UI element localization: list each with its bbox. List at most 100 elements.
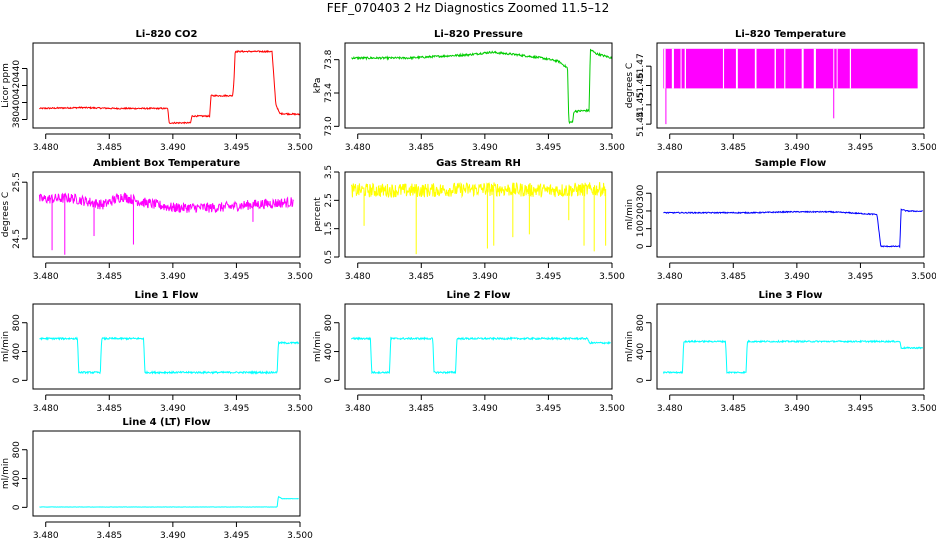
x-tick-label: 3.490 <box>160 143 186 153</box>
plot-frame <box>32 171 301 258</box>
plot-frame <box>656 303 925 390</box>
series-line-4-lt-flow <box>39 495 299 508</box>
y-axis-label: ml/min <box>1 331 11 362</box>
plot-frame <box>32 430 301 517</box>
panel-li820-pressure: Li–820 Pressure 3.480 3.485 3.490 3.495 3.500… <box>313 29 625 153</box>
y-tick-label: 200 <box>636 202 646 219</box>
series-line <box>39 336 300 375</box>
page-title: FEF_070403 2 Hz Diagnostics Zoomed 11.5–… <box>326 1 610 15</box>
panel-title: Line 3 Flow <box>759 290 823 301</box>
y-tick-label: 400 <box>324 343 334 360</box>
temperature-gap <box>784 48 786 89</box>
y-tick-label: 400 <box>12 470 22 487</box>
x-tick-label: 3.485 <box>720 143 746 153</box>
y-tick-label: 380 <box>12 111 22 128</box>
y-tick-label: 51.47 <box>636 53 646 79</box>
temperature-gap <box>735 48 738 89</box>
series-li820-pressure <box>351 48 612 125</box>
temperature-gap <box>684 48 686 89</box>
y-tick-label: 51.44 <box>636 111 646 137</box>
x-tick-label: 3.480 <box>33 531 59 540</box>
x-tick-label: 3.485 <box>96 143 122 153</box>
panel-sample-flow: Sample Flow 3.480 3.485 3.490 3.495 3.500 0 100… <box>625 158 936 282</box>
panel-title: Sample Flow <box>755 158 827 169</box>
x-tick-label: 3.500 <box>911 404 936 414</box>
x-tick-label: 3.480 <box>345 272 371 282</box>
temperature-band <box>663 48 918 89</box>
plot-frame <box>344 42 613 129</box>
y-tick-label: 0 <box>636 377 646 383</box>
y-axis-label: degrees C <box>625 63 635 108</box>
plot-frame <box>344 303 613 390</box>
x-tick-label: 3.500 <box>287 272 313 282</box>
series-line <box>39 49 300 125</box>
y-tick-label: 100 <box>636 220 646 237</box>
x-tick-label: 3.500 <box>911 272 936 282</box>
y-tick-label: 440 <box>12 60 22 77</box>
y-tick-label: 2.5 <box>324 193 334 207</box>
y-axis-label: ml/min <box>625 331 635 362</box>
x-tick-label: 3.495 <box>536 143 562 153</box>
panel-line-1-flow: Line 1 Flow 3.480 3.485 3.490 3.495 3.500 0 400… <box>1 290 313 414</box>
x-tick-label: 3.490 <box>784 143 810 153</box>
y-axis-label: degrees C <box>1 192 11 237</box>
x-tick-label: 3.490 <box>160 272 186 282</box>
plot-frame <box>656 171 925 258</box>
x-tick-label: 3.490 <box>160 531 186 540</box>
panel-title: Li–820 CO2 <box>136 29 198 40</box>
temperature-gap <box>754 48 757 89</box>
panel-li820-temperature: Li–820 Temperature 3.480 3.485 3.490 3.495 3.… <box>625 29 936 153</box>
y-tick-label: 400 <box>636 343 646 360</box>
x-tick-label: 3.500 <box>599 404 625 414</box>
x-tick-label: 3.485 <box>408 404 434 414</box>
series-line <box>39 495 299 508</box>
panel-title: Line 4 (LT) Flow <box>122 417 210 428</box>
y-tick-label: 51.45 <box>636 92 646 118</box>
y-axis-label: ml/min <box>1 458 11 489</box>
panel-title: Line 1 Flow <box>135 290 199 301</box>
x-tick-label: 3.480 <box>345 143 371 153</box>
panel-gas-stream-rh: Gas Stream RH 3.480 3.485 3.490 3.495 3.500 0.… <box>313 158 625 282</box>
plot-frame <box>32 303 301 390</box>
temperature-gap <box>833 48 835 89</box>
y-tick-label: 0 <box>12 377 22 383</box>
y-axis-label: percent <box>313 197 323 232</box>
x-tick-label: 3.480 <box>657 272 683 282</box>
x-tick-label: 3.500 <box>287 404 313 414</box>
x-tick-label: 3.485 <box>96 404 122 414</box>
series-line-1-flow <box>39 336 300 375</box>
panel-title: Ambient Box Temperature <box>93 158 240 169</box>
y-tick-label: 0 <box>324 377 334 383</box>
series-li820-temperature <box>663 48 918 125</box>
temperature-gap <box>849 48 852 89</box>
y-tick-label: 0.5 <box>324 250 334 264</box>
temperature-gap <box>722 48 725 89</box>
x-tick-label: 3.495 <box>848 143 874 153</box>
series-line <box>350 336 611 375</box>
x-tick-label: 3.485 <box>720 404 746 414</box>
temperature-gap <box>671 48 674 89</box>
panel-ambient-box-temperature: Ambient Box Temperature 3.480 3.485 3.490 3.… <box>1 158 313 282</box>
panel-title: Li–820 Temperature <box>735 29 846 40</box>
y-tick-label: 800 <box>12 441 22 458</box>
y-tick-label: 51.46 <box>636 72 646 98</box>
x-tick-label: 3.495 <box>224 272 250 282</box>
x-tick-label: 3.490 <box>160 404 186 414</box>
x-tick-label: 3.500 <box>287 531 313 540</box>
y-axis-label: kPa <box>313 78 323 94</box>
y-axis-label: Licor ppm <box>1 63 11 108</box>
x-tick-label: 3.480 <box>657 143 683 153</box>
x-tick-label: 3.500 <box>599 143 625 153</box>
series-line <box>38 192 294 214</box>
panel-line-4-lt-flow: Line 4 (LT) Flow 3.480 3.485 3.490 3.495 3.50… <box>1 417 313 540</box>
series-line <box>351 48 612 125</box>
series-gas-stream-rh <box>350 181 607 255</box>
series-ambient-box-temperature <box>38 192 294 255</box>
series-line <box>663 208 923 249</box>
x-tick-label: 3.480 <box>345 404 371 414</box>
x-tick-label: 3.495 <box>224 404 250 414</box>
y-axis-label: ml/min <box>625 199 635 230</box>
x-tick-label: 3.490 <box>784 272 810 282</box>
panel-title: Line 2 Flow <box>447 290 511 301</box>
